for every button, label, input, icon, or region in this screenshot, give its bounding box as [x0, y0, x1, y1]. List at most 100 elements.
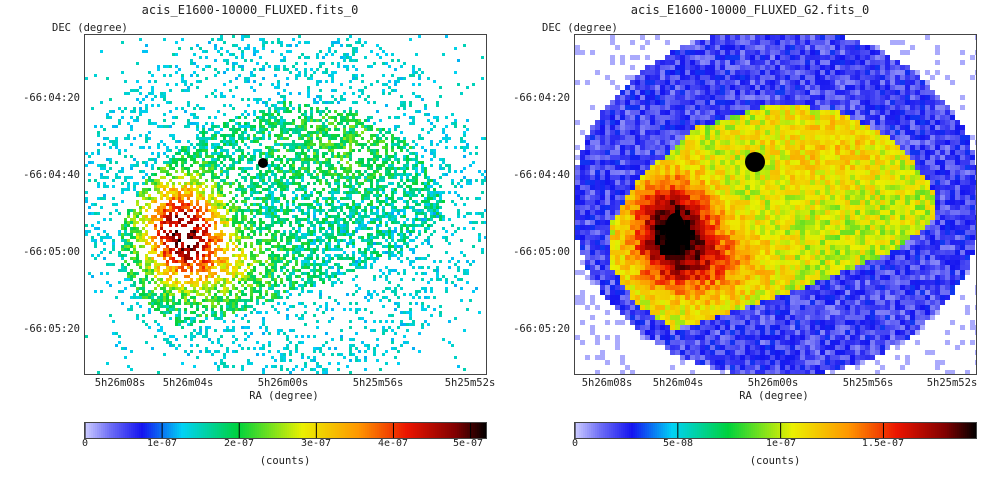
pixel: [283, 194, 286, 197]
pixel: [346, 179, 349, 182]
pixel: [322, 248, 325, 251]
pixel: [397, 362, 400, 365]
pixel: [313, 176, 316, 179]
pixel: [220, 248, 223, 251]
pixel: [331, 266, 334, 269]
pixel: [178, 314, 181, 317]
pixel: [385, 194, 388, 197]
pixel: [298, 209, 301, 212]
pixel: [340, 239, 343, 242]
pixel: [88, 161, 91, 164]
left-plot-area[interactable]: [84, 34, 487, 375]
pixel: [340, 203, 343, 206]
pixel: [775, 45, 780, 50]
pixel: [780, 55, 785, 60]
pixel: [346, 44, 349, 47]
pixel: [325, 164, 328, 167]
pixel: [265, 197, 268, 200]
pixel: [409, 173, 412, 176]
right-plot-area[interactable]: [574, 34, 977, 375]
pixel: [283, 266, 286, 269]
pixel: [244, 215, 247, 218]
pixel: [142, 269, 145, 272]
pixel: [364, 98, 367, 101]
pixel: [235, 350, 238, 353]
pixel: [725, 40, 730, 45]
pixel: [139, 281, 142, 284]
pixel: [292, 176, 295, 179]
pixel: [310, 206, 313, 209]
pixel: [364, 224, 367, 227]
pixel: [148, 269, 151, 272]
pixel: [367, 197, 370, 200]
pixel: [319, 266, 322, 269]
pixel: [184, 206, 187, 209]
pixel: [298, 131, 301, 134]
pixel: [220, 161, 223, 164]
pixel: [310, 110, 313, 113]
pixel: [202, 50, 205, 53]
pixel: [196, 278, 199, 281]
pixel: [304, 248, 307, 251]
pixel: [139, 107, 142, 110]
pixel: [412, 194, 415, 197]
pixel: [277, 110, 280, 113]
pixel: [139, 113, 142, 116]
pixel: [298, 185, 301, 188]
pixel: [403, 191, 406, 194]
pixel: [349, 269, 352, 272]
pixel: [178, 47, 181, 50]
pixel: [145, 269, 148, 272]
pixel: [241, 263, 244, 266]
pixel: [325, 119, 328, 122]
pixel: [364, 251, 367, 254]
pixel: [337, 224, 340, 227]
pixel: [178, 260, 181, 263]
pixel: [214, 248, 217, 251]
pixel: [133, 251, 136, 254]
pixel: [196, 44, 199, 47]
pixel: [370, 257, 373, 260]
pixel: [214, 206, 217, 209]
pixel: [376, 80, 379, 83]
pixel: [253, 290, 256, 293]
pixel: [463, 167, 466, 170]
pixel: [277, 230, 280, 233]
pixel: [795, 35, 800, 40]
pixel: [301, 53, 304, 56]
pixel: [289, 110, 292, 113]
pixel: [154, 251, 157, 254]
pixel: [208, 155, 211, 158]
pixel: [211, 236, 214, 239]
pixel: [292, 305, 295, 308]
pixel: [262, 173, 265, 176]
pixel: [232, 125, 235, 128]
pixel: [193, 146, 196, 149]
pixel: [343, 119, 346, 122]
pixel: [241, 125, 244, 128]
pixel: [376, 236, 379, 239]
pixel: [331, 215, 334, 218]
pixel: [136, 317, 139, 320]
pixel: [205, 254, 208, 257]
pixel: [765, 55, 770, 60]
pixel: [268, 272, 271, 275]
pixel: [283, 146, 286, 149]
pixel: [253, 275, 256, 278]
pixel: [376, 338, 379, 341]
pixel: [148, 206, 151, 209]
pixel: [223, 263, 226, 266]
pixel: [160, 215, 163, 218]
pixel: [268, 284, 271, 287]
pixel: [160, 197, 163, 200]
pixel: [790, 55, 795, 60]
pixel: [238, 254, 241, 257]
pixel: [205, 245, 208, 248]
pixel: [277, 254, 280, 257]
pixel: [268, 149, 271, 152]
pixel: [349, 164, 352, 167]
pixel: [439, 200, 442, 203]
pixel: [367, 257, 370, 260]
pixel: [394, 230, 397, 233]
pixel: [175, 224, 178, 227]
